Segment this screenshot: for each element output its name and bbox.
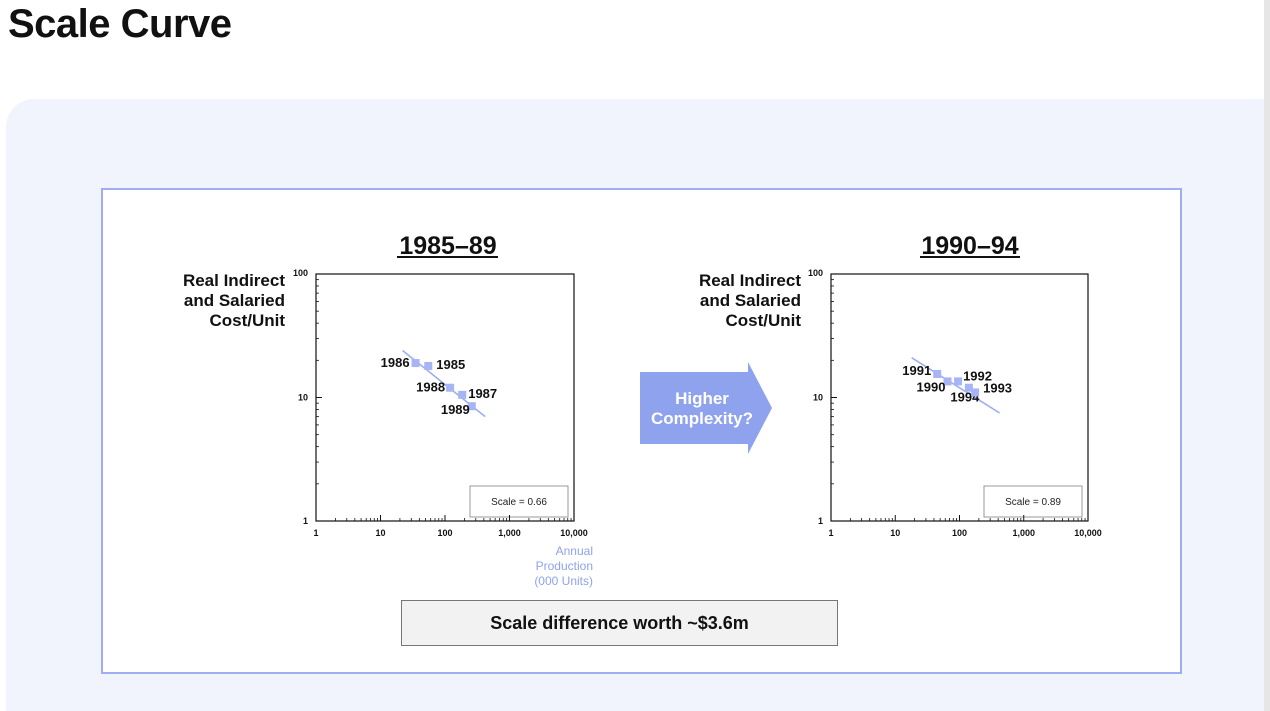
arrow-label-line2: Complexity? (651, 409, 753, 428)
y-axis-label-line1-left: Real Indirect (183, 271, 285, 290)
y-axis-label-line3-right: Cost/Unit (725, 311, 801, 330)
scale-curve-figure: 1985–89 Real Indirect and Salaried Cost/… (183, 232, 1102, 588)
x-tick-label-right: 1,000 (1012, 528, 1035, 538)
plot-area-left (315, 273, 575, 522)
x-tick-label-right: 1 (828, 528, 833, 538)
chart-title-right: 1990–94 (921, 232, 1018, 260)
higher-complexity-arrow: Higher Complexity? (640, 362, 772, 454)
data-point-1994 (964, 383, 973, 392)
data-point-1987 (458, 390, 467, 399)
x-tick-label-right: 10 (890, 528, 900, 538)
scale-box-left (469, 485, 569, 518)
y-tick-label-right: 100 (808, 268, 823, 278)
scale-annotation-left: Scale = 0.66 (491, 497, 547, 508)
arrow-label-line1: Higher (675, 389, 729, 408)
scrollbar[interactable] (1264, 0, 1270, 711)
data-label-1992: 1992 (963, 368, 992, 383)
data-label-1988: 1988 (416, 380, 445, 395)
y-tick-label-right: 10 (813, 393, 823, 403)
data-point-1990 (943, 377, 952, 386)
y-axis-label-line1-right: Real Indirect (699, 271, 801, 290)
arrow-shape (640, 362, 772, 454)
chart-right: 1990–94 Real Indirect and Salaried Cost/… (699, 232, 1102, 538)
x-axis-title-line3: (000 Units) (534, 574, 593, 588)
chart-title-left: 1985–89 (399, 232, 496, 260)
data-point-1988 (446, 383, 455, 392)
y-axis-label-line2-right: and Salaried (700, 291, 801, 310)
y-tick-label-left: 1 (303, 516, 308, 526)
y-tick-label-right: 1 (818, 516, 823, 526)
data-label-1986: 1986 (381, 355, 410, 370)
x-tick-label-left: 10,000 (560, 528, 588, 538)
data-label-1990: 1990 (917, 379, 946, 394)
data-label-1991: 1991 (902, 363, 931, 378)
slide-frame: 1985–89 Real Indirect and Salaried Cost/… (101, 188, 1182, 674)
data-point-1989 (467, 402, 476, 411)
data-point-1992 (954, 377, 963, 386)
y-axis-label-line3-left: Cost/Unit (209, 311, 285, 330)
y-tick-label-left: 100 (293, 268, 308, 278)
y-axis-label-line2-left: and Salaried (184, 291, 285, 310)
data-point-1991 (933, 369, 942, 378)
x-tick-label-left: 100 (437, 528, 452, 538)
data-point-1993 (971, 388, 980, 397)
y-tick-label-left: 10 (298, 393, 308, 403)
x-axis-title-line2: Production (536, 559, 593, 573)
data-point-1985 (424, 361, 433, 370)
x-axis-title-line1: Annual (556, 544, 593, 558)
data-label-1985: 1985 (436, 357, 465, 372)
scale-box-right (983, 485, 1083, 518)
page-title: Scale Curve (8, 2, 232, 46)
scale-annotation-right: Scale = 0.89 (1005, 497, 1061, 508)
plot-area-right (830, 273, 1089, 522)
data-point-1986 (411, 359, 420, 368)
chart-left: 1985–89 Real Indirect and Salaried Cost/… (183, 232, 593, 588)
scale-difference-text: Scale difference worth ~$3.6m (490, 612, 749, 633)
x-tick-label-left: 10 (375, 528, 385, 538)
x-tick-label-left: 1 (313, 528, 318, 538)
data-label-1993: 1993 (983, 380, 1012, 395)
data-label-1987: 1987 (468, 386, 497, 401)
data-label-1989: 1989 (441, 402, 470, 417)
x-tick-label-right: 10,000 (1074, 528, 1102, 538)
scale-difference-callout: Scale difference worth ~$3.6m (401, 600, 838, 646)
x-tick-label-left: 1,000 (498, 528, 521, 538)
x-tick-label-right: 100 (952, 528, 967, 538)
